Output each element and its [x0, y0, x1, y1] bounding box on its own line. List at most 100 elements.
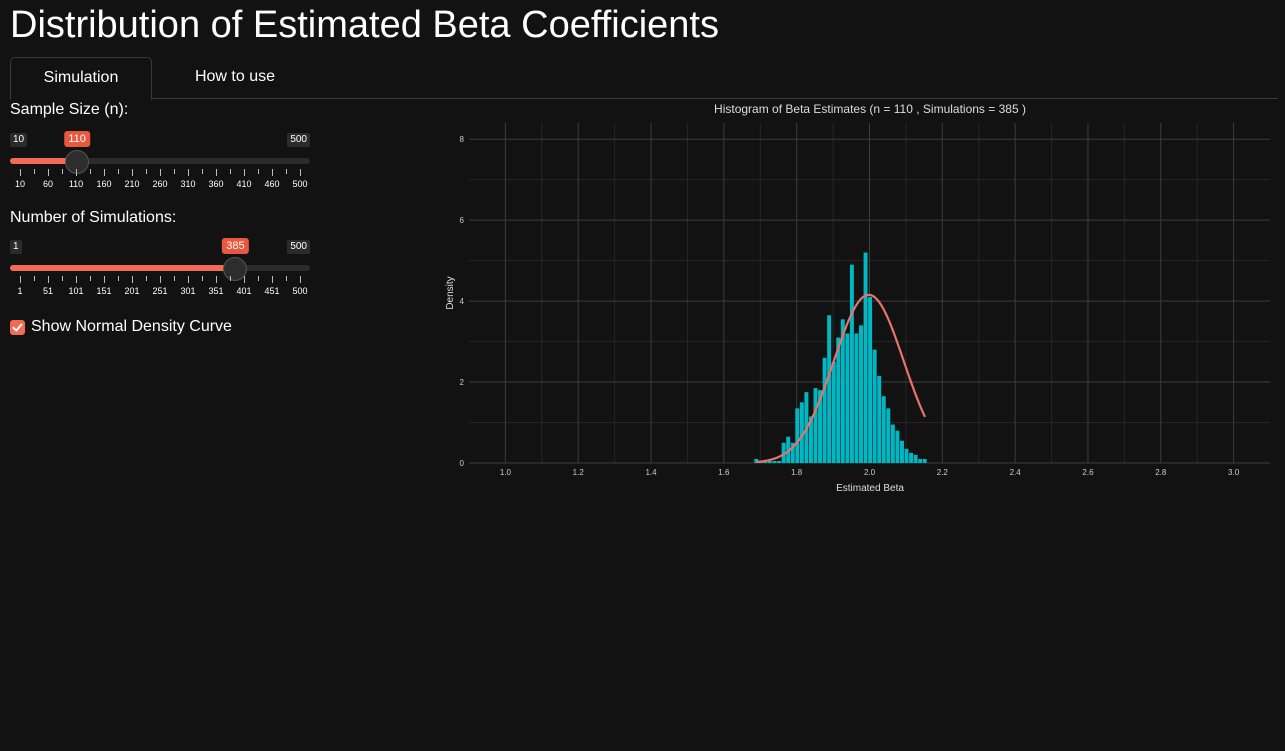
slider-tick — [48, 276, 49, 283]
y-tick-label: 6 — [460, 216, 465, 225]
slider-grid-label: 60 — [42, 179, 54, 189]
slider-tick — [62, 169, 63, 174]
normal-curve-label: Show Normal Density Curve — [31, 318, 232, 335]
histogram-bar — [754, 458, 759, 463]
chart-title: Histogram of Beta Estimates (n = 110 , S… — [714, 102, 1026, 116]
slider-tick — [258, 276, 259, 281]
slider-tick — [146, 169, 147, 174]
histogram-bar — [799, 402, 804, 463]
histogram-bar — [868, 297, 873, 463]
histogram-bar — [772, 460, 777, 463]
slider-tick — [216, 276, 217, 283]
slider-tick — [104, 169, 105, 176]
slider-tick — [216, 169, 217, 176]
histogram-bar — [813, 388, 818, 463]
slider-grid-label: 210 — [124, 179, 140, 189]
x-tick-label: 2.0 — [864, 468, 876, 477]
histogram-bar — [827, 315, 832, 463]
normal-curve-checkbox[interactable] — [10, 319, 25, 335]
slider-tick — [258, 169, 259, 174]
histogram-bar — [854, 333, 859, 463]
histogram-bar — [877, 375, 882, 463]
tab-how-to-use[interactable]: How to use — [194, 68, 276, 85]
slider-tick — [202, 276, 203, 281]
slider-grid-label: 410 — [236, 179, 252, 189]
histogram-bar — [890, 424, 895, 463]
slider-tick — [90, 276, 91, 281]
sample-size-label: Sample Size (n): — [10, 101, 129, 118]
y-axis-label: Density — [445, 276, 456, 309]
tab-simulation[interactable]: Simulation — [10, 57, 152, 100]
slider-tick — [286, 169, 287, 174]
tab-bar: Simulation How to use — [10, 57, 1278, 100]
x-tick-label: 1.0 — [500, 468, 512, 477]
slider-tick — [90, 169, 91, 174]
slider-grid-label: 401 — [236, 286, 252, 296]
slider-tick — [202, 169, 203, 174]
slider-grid-label: 51 — [42, 286, 54, 296]
slider-tick — [160, 276, 161, 283]
simulations-label: Number of Simulations: — [10, 209, 177, 226]
slider-grid-labels: 1 51 101 151 201 251 301 351 401 451 500 — [10, 286, 310, 298]
slider-grid-label: 201 — [124, 286, 140, 296]
histogram-bar — [913, 454, 918, 463]
slider-handle[interactable] — [65, 150, 90, 174]
histogram-bar — [863, 252, 868, 463]
slider-grid-label: 1 — [17, 286, 23, 296]
y-tick-label: 2 — [460, 378, 465, 387]
sample-size-slider[interactable]: 10 500 110 10 60 110 160 210 260 310 360 410 460 5… — [10, 131, 310, 193]
x-tick-label: 1.8 — [791, 468, 803, 477]
slider-tick — [300, 276, 301, 283]
slider-tick — [160, 169, 161, 176]
histogram-bar — [872, 349, 877, 463]
slider-tick — [286, 276, 287, 281]
simulations-slider[interactable]: 1 500 385 1 51 101 151 201 251 301 351 401 451 500 — [10, 238, 310, 300]
slider-tick — [272, 169, 273, 176]
y-tick-label: 0 — [460, 459, 465, 468]
histogram-bar — [840, 319, 845, 463]
histogram-bar — [918, 458, 923, 463]
slider-grid-label: 310 — [180, 179, 196, 189]
histogram-bar — [808, 416, 813, 463]
x-tick-label: 3.0 — [1228, 468, 1240, 477]
histogram-bar — [768, 460, 772, 463]
slider-grid-label: 351 — [208, 286, 224, 296]
histogram-bar — [899, 440, 904, 463]
histogram-bar — [763, 460, 768, 463]
page-title: Distribution of Estimated Beta Coefficie… — [10, 4, 719, 46]
normal-curve-toggle[interactable]: Show Normal Density Curve — [10, 317, 232, 337]
slider-grid-label: 101 — [68, 286, 84, 296]
slider-tick — [62, 276, 63, 281]
slider-tick — [34, 276, 35, 281]
slider-ticks — [10, 169, 310, 179]
x-tick-label: 1.6 — [718, 468, 730, 477]
slider-tick — [20, 169, 21, 176]
slider-tick — [174, 169, 175, 174]
histogram-bar — [777, 460, 782, 463]
histogram-bar — [781, 442, 786, 463]
histogram-bar — [859, 325, 863, 463]
histogram-bar — [845, 333, 850, 463]
slider-handle[interactable] — [223, 257, 248, 281]
x-tick-label: 1.4 — [645, 468, 657, 477]
x-tick-label: 2.6 — [1082, 468, 1094, 477]
slider-tick — [76, 169, 77, 176]
slider-tick — [76, 276, 77, 283]
check-icon — [12, 323, 23, 331]
slider-grid-label: 301 — [180, 286, 196, 296]
slider-tick — [244, 169, 245, 176]
slider-tick — [188, 169, 189, 176]
slider-tick — [272, 276, 273, 283]
slider-tick — [244, 276, 245, 283]
slider-tick — [118, 169, 119, 174]
slider-track[interactable] — [10, 158, 310, 164]
normal-density-curve — [756, 293, 927, 464]
slider-tick — [188, 276, 189, 283]
slider-max-label: 500 — [287, 240, 310, 254]
slider-value-badge: 110 — [64, 131, 90, 147]
x-tick-label: 1.2 — [573, 468, 585, 477]
slider-grid-labels: 10 60 110 160 210 260 310 360 410 460 500 — [10, 179, 310, 191]
slider-ticks — [10, 276, 310, 286]
slider-tick — [230, 276, 231, 281]
slider-tick — [104, 276, 105, 283]
